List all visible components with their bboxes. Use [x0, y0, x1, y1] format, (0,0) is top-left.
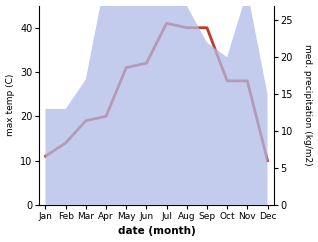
X-axis label: date (month): date (month) [118, 227, 195, 236]
Y-axis label: med. precipitation (kg/m2): med. precipitation (kg/m2) [303, 45, 313, 166]
Y-axis label: max temp (C): max temp (C) [5, 74, 15, 136]
